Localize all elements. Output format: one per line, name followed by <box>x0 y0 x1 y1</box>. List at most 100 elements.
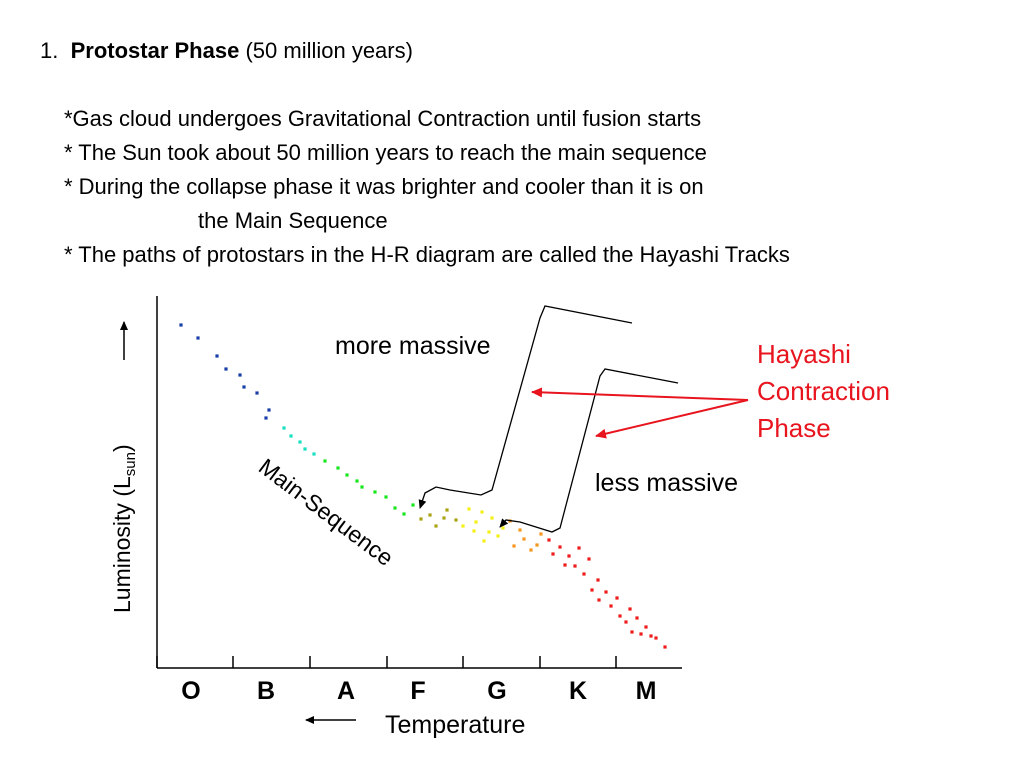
main-sequence-dot <box>654 636 658 640</box>
main-sequence-dot <box>567 554 571 558</box>
svg-text:Luminosity (Lsun): Luminosity (Lsun) <box>109 444 139 613</box>
main-sequence-dot <box>624 620 628 624</box>
main-sequence-dot <box>635 616 639 620</box>
main-sequence-dot <box>535 543 539 547</box>
main-sequence-dot <box>615 596 619 600</box>
main-sequence-dot <box>345 473 349 477</box>
more-massive-track <box>418 305 633 509</box>
hayashi-label-line1: Hayashi <box>757 339 851 369</box>
spectral-class-o: O <box>181 677 200 705</box>
main-sequence-dot <box>434 524 438 528</box>
spectral-class-k: K <box>569 677 587 705</box>
bullet-3-continuation: the Main Sequence <box>198 208 388 233</box>
main-sequence-dot <box>336 466 340 470</box>
main-sequence-dot <box>419 517 423 521</box>
main-sequence-dot <box>289 434 293 438</box>
hayashi-label: Hayashi Contraction Phase <box>757 339 897 443</box>
y-axis-label: Luminosity (Lsun) <box>109 444 139 613</box>
slide-text: 1. Protostar Phase (50 million years) *G… <box>40 34 790 272</box>
main-sequence-dot <box>644 625 648 629</box>
main-sequence-dot <box>604 590 608 594</box>
main-sequence-dot <box>215 354 219 358</box>
heading-number: 1. <box>40 38 59 63</box>
main-sequence-dot <box>628 607 632 611</box>
bullet-1: *Gas cloud undergoes Gravitational Contr… <box>64 106 702 131</box>
main-sequence-dot <box>442 516 446 520</box>
more-massive-label: more massive <box>335 332 491 360</box>
main-sequence-dot <box>355 479 359 483</box>
main-sequence-dot <box>577 546 581 550</box>
spectral-class-f: F <box>410 677 425 705</box>
hayashi-arrow-upper <box>531 387 749 401</box>
main-sequence-dot <box>609 604 613 608</box>
bullet-2: * The Sun took about 50 million years to… <box>64 140 707 165</box>
main-sequence-dot <box>393 506 397 510</box>
x-axis-ticks <box>156 656 617 668</box>
heading-title: Protostar Phase <box>70 38 240 63</box>
main-sequence-dot <box>590 588 594 592</box>
main-sequence-dot <box>639 632 643 636</box>
main-sequence-dot <box>264 416 268 420</box>
main-sequence-dot <box>267 408 271 412</box>
main-sequence-dot <box>255 391 259 395</box>
main-sequence-dot <box>539 532 543 536</box>
main-sequence-dot <box>529 548 533 552</box>
main-sequence-dot <box>597 598 601 602</box>
main-sequence-dot <box>501 526 505 530</box>
main-sequence-dot <box>303 447 307 451</box>
main-sequence-dot <box>196 336 200 340</box>
main-sequence-dot <box>522 537 526 541</box>
bullet-4: * The paths of protostars in the H-R dia… <box>64 242 790 267</box>
main-sequence-dot <box>630 630 634 634</box>
main-sequence-dot <box>582 572 586 576</box>
main-sequence-dot <box>242 385 246 389</box>
main-sequence-dot <box>474 520 478 524</box>
less-massive-label: less massive <box>595 469 738 497</box>
main-sequence-dot <box>487 530 491 534</box>
spectral-class-a: A <box>337 677 355 705</box>
main-sequence-label: Main-Sequence <box>254 453 398 571</box>
main-sequence-dot <box>472 529 476 533</box>
less-massive-track <box>499 368 679 533</box>
main-sequence-dot <box>547 538 551 542</box>
hayashi-arrow-lower <box>595 399 749 439</box>
main-sequence-dot <box>480 510 484 514</box>
spectral-class-b: B <box>257 677 275 705</box>
main-sequence-dots <box>179 323 667 649</box>
main-sequence-dot <box>179 323 183 327</box>
main-sequence-dot <box>551 552 555 556</box>
main-sequence-dot <box>298 440 302 444</box>
main-sequence-dot <box>384 495 388 499</box>
main-sequence-dot <box>563 563 567 567</box>
hayashi-label-line3: Phase <box>757 413 831 443</box>
main-sequence-dot <box>467 507 471 511</box>
y-axis-label-sub: sun <box>122 452 139 476</box>
main-sequence-dot <box>238 373 242 377</box>
main-sequence-dot <box>445 508 449 512</box>
main-sequence-dot <box>224 367 228 371</box>
bullet-3: * During the collapse phase it was brigh… <box>64 174 704 199</box>
main-sequence-dot <box>618 614 622 618</box>
slide-heading: 1. Protostar Phase (50 million years) <box>40 34 790 68</box>
main-sequence-dot <box>596 578 600 582</box>
spectral-class-g: G <box>487 677 506 705</box>
main-sequence-dot <box>373 490 377 494</box>
main-sequence-dot <box>454 518 458 522</box>
main-sequence-dot <box>323 459 327 463</box>
main-sequence-dot <box>312 452 316 456</box>
main-sequence-dot <box>587 557 591 561</box>
heading-duration: (50 million years) <box>245 38 413 63</box>
y-axis-label-main: Luminosity (L <box>109 476 135 613</box>
spectral-class-m: M <box>636 677 657 705</box>
main-sequence-dot <box>558 545 562 549</box>
main-sequence-dot <box>482 539 486 543</box>
main-sequence-dot <box>282 426 286 430</box>
x-axis-label: Temperature <box>385 711 525 739</box>
main-sequence-dot <box>573 564 577 568</box>
y-axis-label-close: ) <box>109 444 135 452</box>
main-sequence-dot <box>428 513 432 517</box>
main-sequence-dot <box>649 634 653 638</box>
main-sequence-dot <box>461 524 465 528</box>
